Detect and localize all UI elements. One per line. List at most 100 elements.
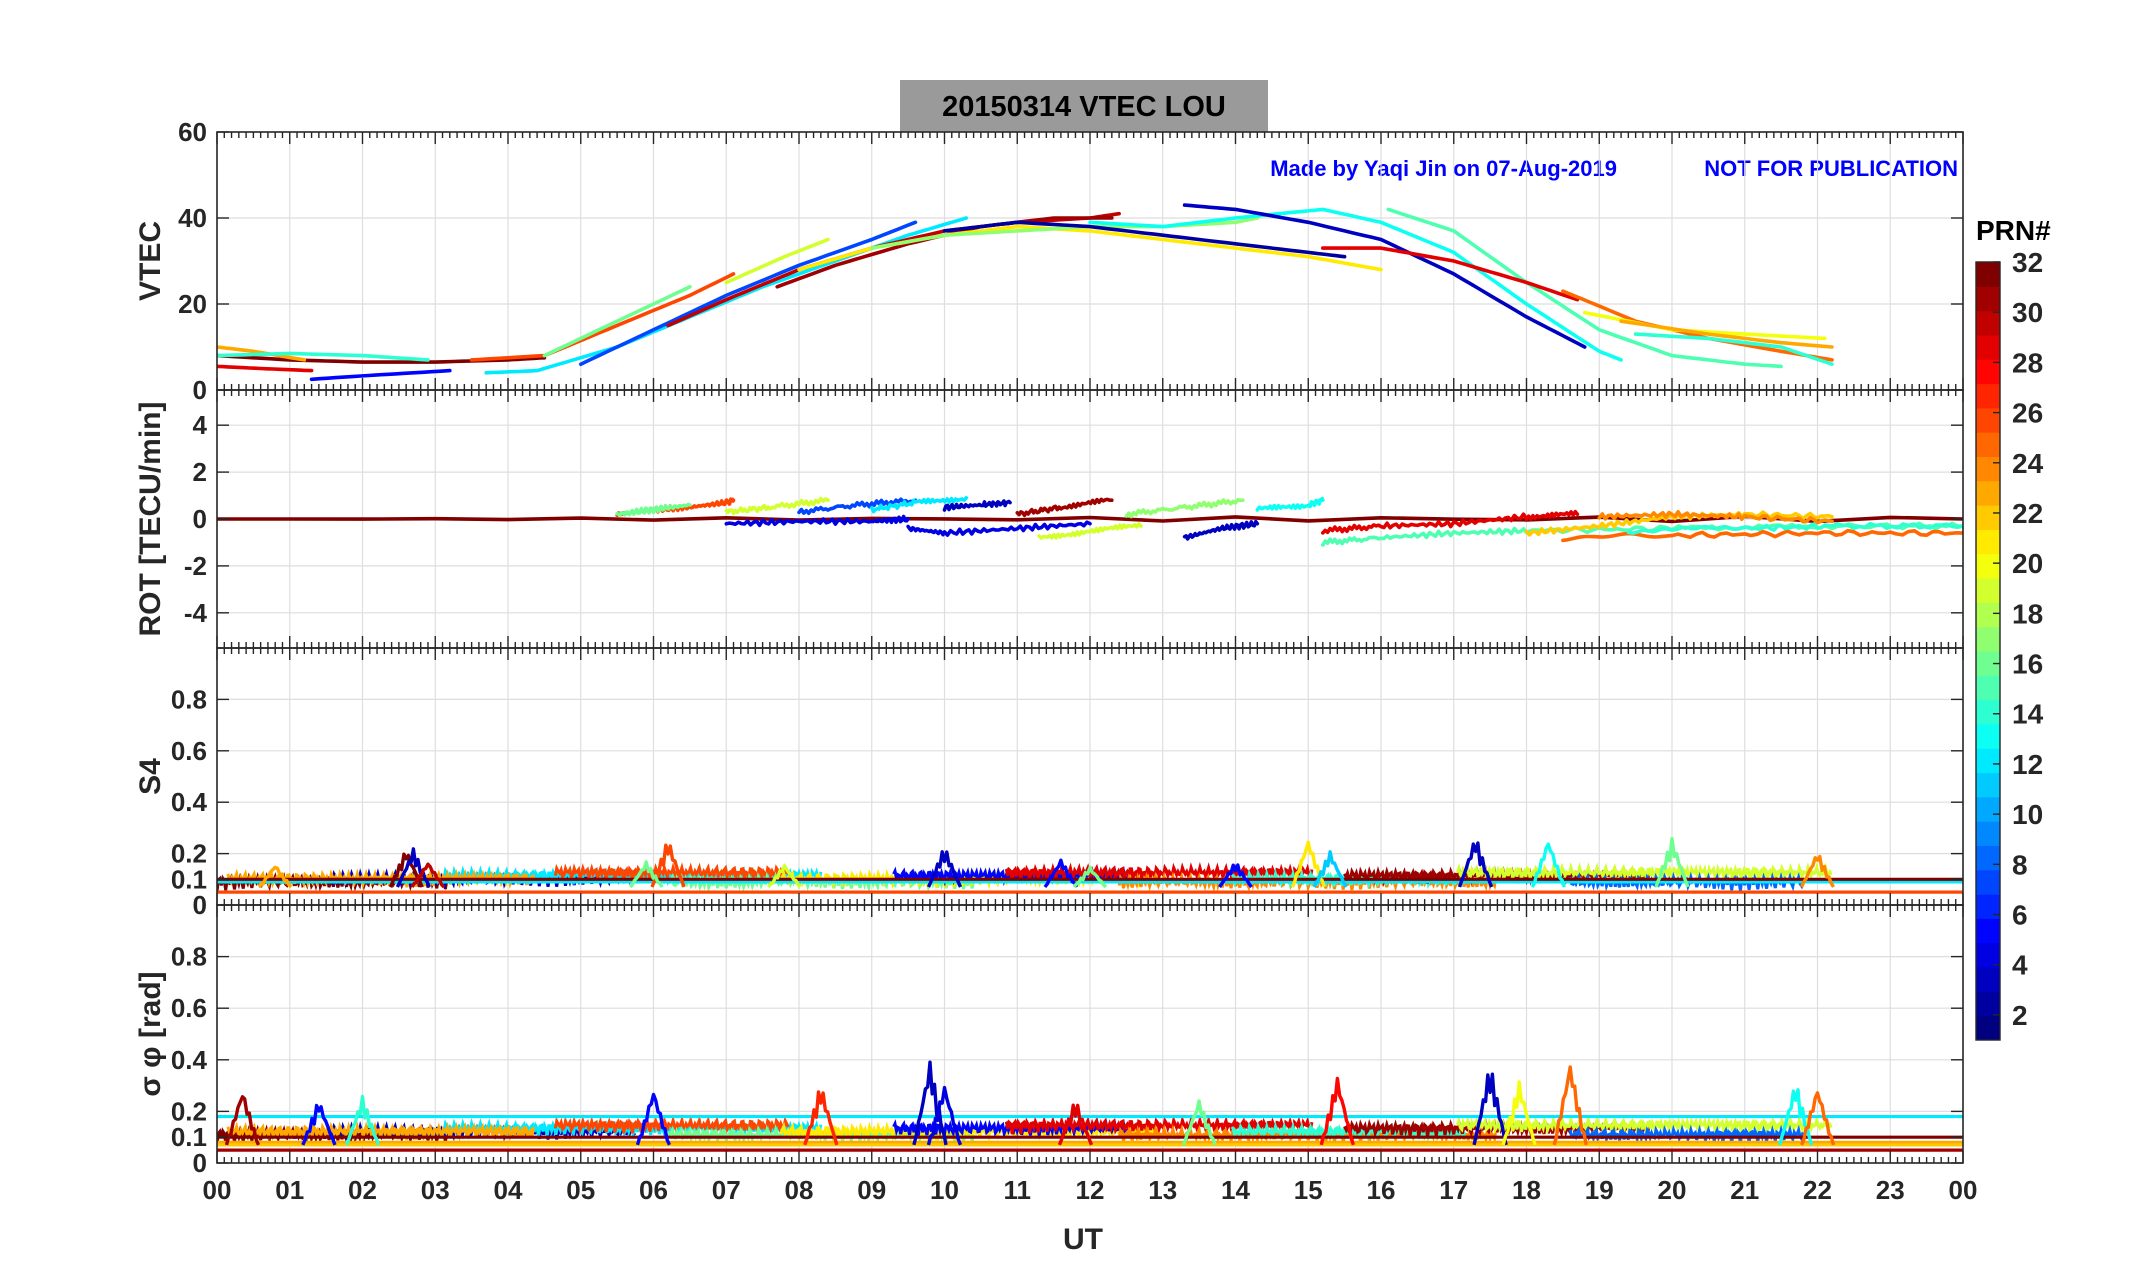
colorbar-segment <box>1976 359 2000 385</box>
s4-peak-prn16 <box>1654 836 1690 888</box>
colorbar-tick-label: 22 <box>2012 498 2043 529</box>
rot-series-prn24 <box>1597 510 1834 525</box>
vtec-series-prn23 <box>1619 319 1834 349</box>
title-background <box>900 80 1268 132</box>
s4-peak-prn16 <box>1072 865 1108 889</box>
s4-noise-prn19 <box>1455 861 1833 885</box>
x-tick-label: 00 <box>1949 1175 1978 1205</box>
colorbar-tick-label: 14 <box>2012 699 2044 730</box>
colorbar-segment <box>1976 529 2000 555</box>
sigma_phi-peak-prn4 <box>926 1085 963 1146</box>
y-tick-label: 4 <box>193 410 208 440</box>
x-tick-label: 17 <box>1439 1175 1468 1205</box>
s4-peak-prn5 <box>1218 863 1253 889</box>
author-annotation: Made by Yaqi Jin on 07-Aug-2019 <box>1270 156 1617 181</box>
x-tick-label: 22 <box>1803 1175 1832 1205</box>
x-tick-label: 16 <box>1367 1175 1396 1205</box>
y-tick-label: 0.6 <box>171 736 207 766</box>
x-tick-label: 01 <box>275 1175 304 1205</box>
colorbar-segment <box>1976 432 2000 457</box>
y-tick-label: 0.1 <box>171 864 207 894</box>
colorbar-segment <box>1976 675 2000 701</box>
series-group-vtec <box>217 203 1834 382</box>
x-tick-label: 04 <box>494 1175 523 1205</box>
x-tick-label: 20 <box>1658 1175 1687 1205</box>
x-tick-label: 06 <box>639 1175 668 1205</box>
y-tick-label: 0.8 <box>171 684 207 714</box>
x-tick-label: 10 <box>930 1175 959 1205</box>
series-group-rot <box>217 496 1963 547</box>
sigma_phi-peak-prn27 <box>803 1090 839 1146</box>
rot-series-prn3 <box>942 499 1012 512</box>
vtec-series-prn26 <box>469 272 736 362</box>
colorbar-segment <box>1976 262 2000 287</box>
y-tick-label: -4 <box>184 598 208 628</box>
colorbar-tick-label: 12 <box>2012 749 2043 780</box>
colorbar-frame <box>1975 261 2001 1041</box>
colorbar-tick-label: 24 <box>2012 448 2044 479</box>
s4-peak-prn5 <box>1043 858 1079 889</box>
colorbar-tick-label: 16 <box>2012 649 2043 680</box>
colorbar-segment <box>1976 918 2000 944</box>
colorbar-segment <box>1976 723 2000 749</box>
y-tick-label: 0 <box>193 375 207 405</box>
x-tick-label: 05 <box>566 1175 595 1205</box>
colorbar-segment <box>1976 286 2000 312</box>
panel-s4: 00.10.2 0.4 0.6 0.8 S4 <box>134 647 1964 920</box>
x-axis-label: UT <box>1063 1223 1103 1256</box>
series-group-s4 <box>217 836 1963 894</box>
x-tick-label: 08 <box>785 1175 814 1205</box>
vtec-series-prn32 <box>217 353 547 364</box>
rot-series-prn16 <box>615 502 692 517</box>
y-tick-label: 0.8 <box>171 942 207 972</box>
rot-series-prn25 <box>1561 528 1963 543</box>
colorbar-title: PRN# <box>1976 215 2051 246</box>
rot-series-prn4 <box>724 514 910 528</box>
y-axis-label-vtec: VTEC <box>134 221 167 301</box>
colorbar-segment <box>1976 407 2000 433</box>
colorbar-segment <box>1976 602 2000 628</box>
x-tick-label: 21 <box>1730 1175 1759 1205</box>
vtec-series-prn15 <box>1386 207 1783 369</box>
colorbar-segment <box>1976 456 2000 482</box>
colorbar-segment <box>1976 383 2000 409</box>
vtec-series-prn14 <box>1633 332 1834 366</box>
publication-notice: NOT FOR PUBLICATION <box>1704 156 1958 181</box>
sigma_phi-peak-prn20 <box>1501 1080 1537 1146</box>
y-tick-label: 0.1 <box>171 1122 207 1152</box>
sigma_phi-peak-prn5 <box>635 1092 672 1146</box>
vtec-series-prn14 <box>217 351 430 362</box>
s4-peak-prn3 <box>1457 841 1494 888</box>
colorbar-tick-label: 6 <box>2012 900 2028 931</box>
colorbar-segment <box>1976 821 2000 846</box>
y-axis-label-s4: S4 <box>134 758 167 795</box>
y-tick-label: -2 <box>184 551 207 581</box>
s4-peak-prn19 <box>767 863 802 889</box>
colorbar-tick-label: 20 <box>2012 548 2043 579</box>
vtec-series-prn29 <box>1321 246 1580 302</box>
x-tick-label: 03 <box>421 1175 450 1205</box>
rot-series-prn31 <box>1015 497 1114 518</box>
sigma_phi-peak-prn3 <box>1472 1072 1508 1146</box>
rot-series-prn12 <box>870 496 969 514</box>
y-tick-label: 0 <box>193 504 207 534</box>
rot-series-prn14 <box>1626 521 1963 535</box>
colorbar-segment <box>1976 310 2000 336</box>
s4-peak-prn23 <box>257 865 293 889</box>
rot-series-prn19 <box>1037 522 1143 540</box>
colorbar-segment <box>1976 942 2000 968</box>
sigma_phi-peak-prn3 <box>912 1060 948 1146</box>
colorbar-segment <box>1976 334 2000 360</box>
x-tick-label: 23 <box>1876 1175 1905 1205</box>
vtec-series-prn19 <box>724 237 830 285</box>
rot-series-prn4 <box>906 520 1092 537</box>
colorbar-segment <box>1976 1015 2000 1041</box>
sigma_phi-peak-prn28 <box>1319 1076 1356 1146</box>
colorbar-tick-label: 10 <box>2012 799 2043 830</box>
colorbar-segment <box>1976 505 2000 530</box>
vtec-series-prn3 <box>1182 203 1587 349</box>
sigma_phi-noise-prn29 <box>1004 1114 1314 1137</box>
colorbar-segment <box>1976 772 2000 798</box>
